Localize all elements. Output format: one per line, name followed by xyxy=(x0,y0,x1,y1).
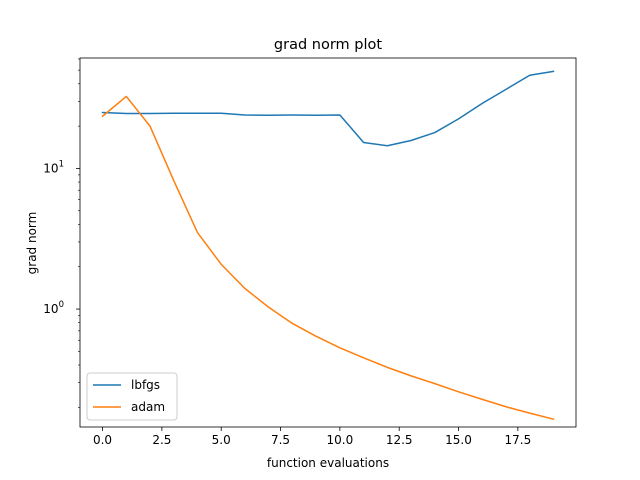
y-tick-label: 101 xyxy=(43,159,64,175)
x-tick-label: 12.5 xyxy=(386,433,413,447)
x-tick-label: 7.5 xyxy=(271,433,290,447)
legend-label-adam: adam xyxy=(131,400,165,414)
axes-frame xyxy=(79,57,577,428)
y-tick-label: 100 xyxy=(43,300,64,316)
chart-title: grad norm plot xyxy=(274,37,382,53)
legend: lbfgs adam xyxy=(86,372,178,421)
x-tick-label: 10.0 xyxy=(327,433,354,447)
legend-label-lbfgs: lbfgs xyxy=(131,378,160,392)
x-tick-label: 2.5 xyxy=(152,433,171,447)
x-tick-label: 5.0 xyxy=(212,433,231,447)
y-axis-label: grad norm xyxy=(25,212,39,275)
series-line-adam xyxy=(101,95,555,421)
x-axis-label: function evaluations xyxy=(267,456,389,470)
x-tick-label: 15.0 xyxy=(445,433,472,447)
x-tick-label: 0.0 xyxy=(93,433,112,447)
plot-area: 0.0 2.5 5.0 7.5 10.0 12.5 15.0 17.5 100 101 lbfgs a… xyxy=(43,57,577,447)
x-tick-label: 17.5 xyxy=(504,433,531,447)
series-line-lbfgs xyxy=(101,70,555,147)
